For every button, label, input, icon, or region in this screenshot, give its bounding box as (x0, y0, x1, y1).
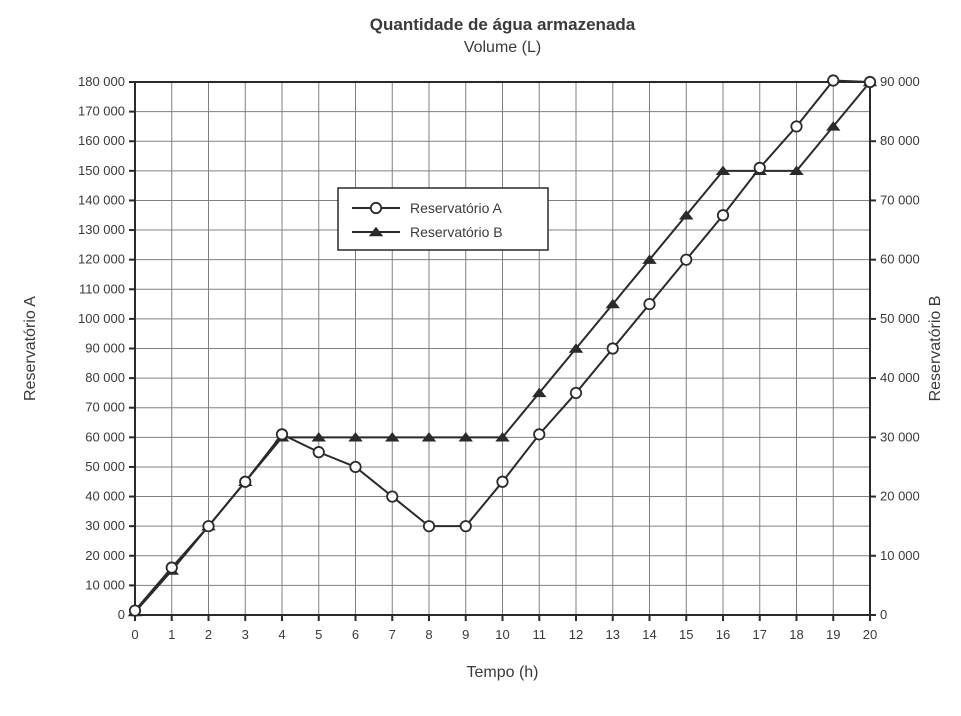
x-tick-label: 2 (205, 627, 212, 642)
y-left-tick-label: 120 000 (78, 252, 125, 267)
y-right-tick-label: 70 000 (880, 192, 920, 207)
x-tick-label: 6 (352, 627, 359, 642)
x-tick-label: 13 (606, 627, 620, 642)
x-tick-label: 16 (716, 627, 730, 642)
y-left-tick-label: 180 000 (78, 74, 125, 89)
y-right-ticks: 0 10 000 20 000 30 000 40 000 50 000 60 000 70 … (870, 74, 920, 622)
y-left-tick-label: 10 000 (85, 577, 125, 592)
y-left-tick-label: 20 000 (85, 548, 125, 563)
y-left-tick-label: 110 000 (79, 281, 125, 296)
x-tick-label: 20 (863, 627, 877, 642)
y-left-axis-label: Reservatório A (22, 296, 39, 401)
y-right-tick-label: 0 (880, 607, 887, 622)
y-left-tick-label: 100 000 (78, 311, 125, 326)
x-tick-label: 10 (495, 627, 509, 642)
x-tick-label: 3 (242, 627, 249, 642)
y-left-ticks: 0 10 000 20 000 30 000 40 000 50 000 60 000 70 … (78, 74, 135, 622)
y-right-tick-label: 80 000 (880, 133, 920, 148)
y-left-tick-label: 150 000 (78, 163, 125, 178)
chart-svg: Quantidade de água armazenada Volume (L) 0… (0, 0, 961, 716)
x-tick-label: 0 (131, 627, 138, 642)
y-left-tick-label: 70 000 (85, 400, 125, 415)
y-left-tick-label: 40 000 (85, 489, 125, 504)
y-left-tick-label: 80 000 (85, 370, 125, 385)
y-right-tick-label: 90 000 (880, 74, 920, 89)
y-right-tick-label: 10 000 (880, 548, 920, 563)
y-left-tick-label: 30 000 (85, 518, 125, 533)
y-left-tick-label: 160 000 (78, 133, 125, 148)
y-right-tick-label: 20 000 (880, 489, 920, 504)
legend-item-a: Reservatório A (410, 200, 502, 216)
y-right-axis-label: Reservatório B (927, 296, 944, 402)
y-left-tick-label: 0 (118, 607, 125, 622)
y-right-tick-label: 50 000 (880, 311, 920, 326)
x-tick-label: 8 (425, 627, 432, 642)
y-left-tick-label: 130 000 (78, 222, 125, 237)
x-tick-label: 18 (789, 627, 803, 642)
x-tick-label: 4 (278, 627, 285, 642)
chart-title: Quantidade de água armazenada (370, 15, 636, 34)
x-tick-label: 7 (389, 627, 396, 642)
y-left-tick-label: 50 000 (85, 459, 125, 474)
x-tick-label: 12 (569, 627, 583, 642)
x-tick-label: 19 (826, 627, 840, 642)
legend: Reservatório A Reservatório B (338, 188, 548, 250)
x-tick-label: 1 (168, 627, 175, 642)
y-right-tick-label: 30 000 (880, 429, 920, 444)
x-tick-label: 17 (753, 627, 767, 642)
y-right-tick-label: 40 000 (880, 370, 920, 385)
x-axis-label: Tempo (h) (466, 664, 538, 681)
chart-subtitle: Volume (L) (464, 39, 541, 56)
x-tick-label: 14 (642, 627, 656, 642)
y-right-tick-label: 60 000 (880, 252, 920, 267)
y-left-tick-label: 90 000 (85, 341, 125, 356)
y-left-tick-label: 140 000 (78, 192, 125, 207)
y-left-tick-label: 60 000 (85, 429, 125, 444)
x-tick-label: 5 (315, 627, 322, 642)
x-tick-label: 9 (462, 627, 469, 642)
y-left-tick-label: 170 000 (78, 104, 125, 119)
legend-item-b: Reservatório B (410, 224, 503, 240)
x-tick-label: 11 (533, 627, 547, 642)
x-tick-label: 15 (679, 627, 693, 642)
x-ticks: 01234567891011121314151617181920 (131, 615, 877, 642)
